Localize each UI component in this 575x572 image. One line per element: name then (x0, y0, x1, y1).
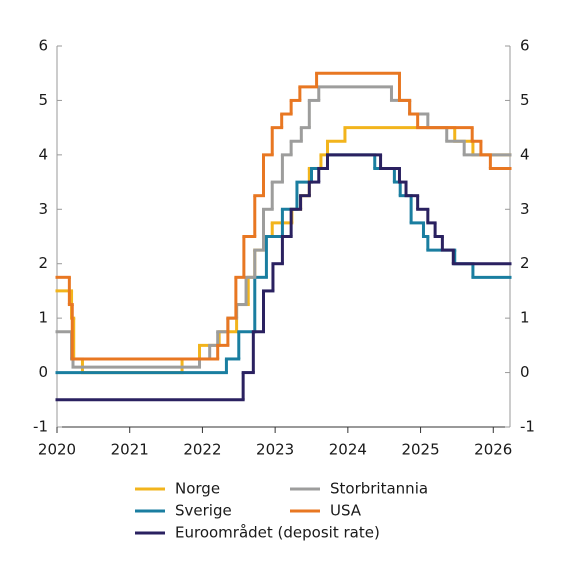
y2-tick-label: -1 (520, 418, 535, 436)
y-tick-label: 1 (38, 309, 48, 327)
y-tick-label: 2 (38, 254, 48, 272)
y-tick-label: 4 (38, 145, 48, 163)
y-tick-label: -1 (33, 418, 48, 436)
y-tick-label: 3 (38, 200, 48, 218)
x-tick-label: 2021 (111, 441, 149, 459)
y-tick-label: 0 (38, 363, 48, 381)
legend-label: Euroområdet (deposit rate) (175, 524, 380, 542)
legend-label: Sverige (175, 502, 232, 520)
x-tick-label: 2022 (183, 441, 221, 459)
y2-tick-label: 2 (520, 254, 530, 272)
x-tick-label: 2026 (474, 441, 512, 459)
y2-tick-label: 3 (520, 200, 530, 218)
legend-label: Norge (175, 480, 220, 498)
x-tick-label: 2025 (401, 441, 439, 459)
y2-tick-label: 6 (520, 37, 530, 55)
x-tick-label: 2024 (329, 441, 367, 459)
y2-tick-label: 5 (520, 91, 530, 109)
x-tick-label: 2020 (38, 441, 76, 459)
legend-label: USA (330, 502, 362, 520)
y-tick-label: 6 (38, 37, 48, 55)
legend-label: Storbritannia (330, 480, 428, 498)
y2-tick-label: 1 (520, 309, 530, 327)
y2-tick-label: 4 (520, 145, 530, 163)
y-tick-label: 5 (38, 91, 48, 109)
y2-tick-label: 0 (520, 363, 530, 381)
x-tick-label: 2023 (256, 441, 294, 459)
